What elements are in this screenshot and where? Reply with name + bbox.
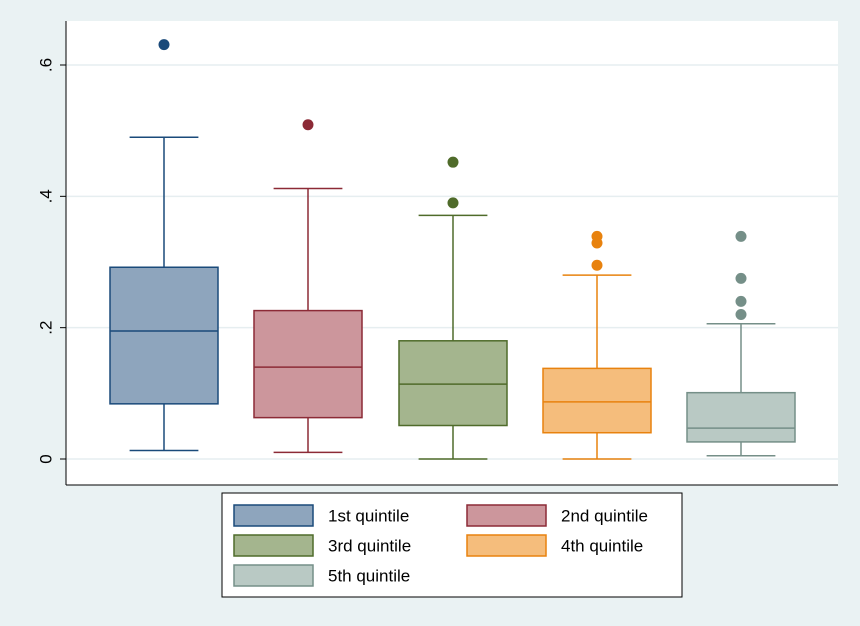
legend-swatch xyxy=(233,564,314,587)
outlier-point xyxy=(302,119,314,131)
outlier-point xyxy=(447,197,459,209)
outlier-point xyxy=(447,156,459,168)
box-group xyxy=(253,119,363,454)
legend-swatch xyxy=(466,504,547,527)
y-axis-ticks: 0 .2 .4 .6 xyxy=(37,58,66,464)
box-group xyxy=(542,230,652,460)
outlier-point xyxy=(735,295,747,307)
box-iqr xyxy=(686,391,796,443)
box-iqr xyxy=(253,309,363,419)
legend-swatch xyxy=(233,504,314,527)
outlier-point xyxy=(591,230,603,242)
box-iqr xyxy=(109,266,219,405)
legend-swatch xyxy=(233,534,314,557)
box-iqr xyxy=(398,340,508,427)
outlier-point xyxy=(735,230,747,242)
box-group xyxy=(398,156,508,460)
outlier-point xyxy=(591,259,603,271)
y-tick-label: .2 xyxy=(37,321,56,335)
legend-label: 1st quintile xyxy=(328,507,409,526)
y-tick-label: 0 xyxy=(37,454,56,463)
boxes xyxy=(109,39,796,460)
outlier-point xyxy=(735,309,747,321)
legend: 1st quintile 2nd quintile 3rd quintile 4th … xyxy=(221,492,683,598)
outlier-point xyxy=(158,39,170,51)
legend-label: 4th quintile xyxy=(561,537,643,556)
box-iqr xyxy=(542,367,652,434)
y-tick-label: .6 xyxy=(37,58,56,72)
box-group xyxy=(109,39,219,452)
legend-label: 3rd quintile xyxy=(328,537,411,556)
legend-label: 5th quintile xyxy=(328,567,410,586)
box-group xyxy=(686,230,796,457)
legend-swatch xyxy=(466,534,547,557)
y-tick-label: .4 xyxy=(37,189,56,203)
outlier-point xyxy=(735,272,747,284)
legend-label: 2nd quintile xyxy=(561,507,648,526)
